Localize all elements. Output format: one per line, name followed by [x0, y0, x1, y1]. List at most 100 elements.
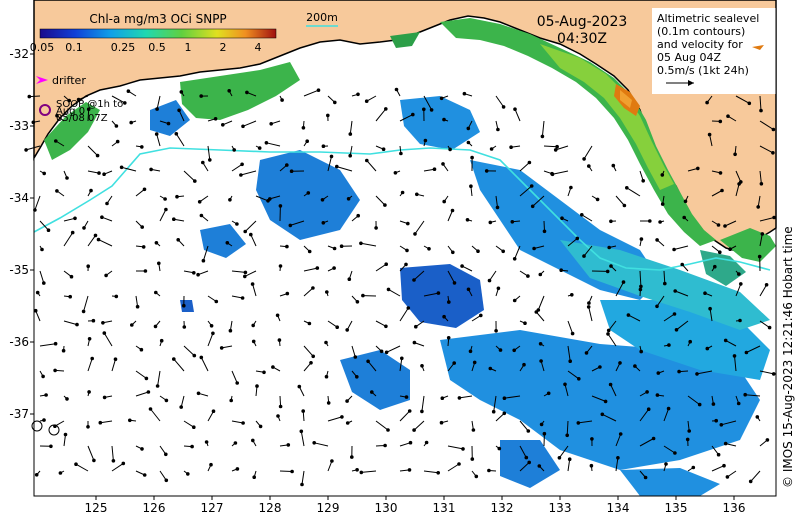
velocity-arrowhead: [466, 140, 471, 145]
velocity-arrowhead: [550, 172, 555, 177]
credit-text: © IMOS 15-Aug-2023 12:21:46 Hobart time: [781, 226, 795, 488]
velocity-arrow: [734, 355, 737, 372]
velocity-arrow: [207, 145, 211, 160]
velocity-arrow: [615, 457, 619, 472]
velocity-arrowhead: [119, 165, 124, 170]
velocity-arrowhead: [243, 274, 247, 279]
velocity-arrow: [639, 438, 654, 447]
colorbar-tick: 0.25: [111, 41, 136, 54]
velocity-arrow: [98, 239, 113, 247]
velocity-arrowhead: [285, 291, 290, 296]
velocity-arrowhead: [663, 281, 667, 286]
velocity-arrow: [759, 170, 762, 184]
velocity-arrowhead: [211, 409, 216, 414]
velocity-arrowhead: [448, 147, 452, 152]
velocity-arrowhead: [128, 418, 132, 423]
lon-label: 136: [723, 501, 746, 515]
velocity-arrowhead: [101, 321, 105, 325]
velocity-arrowhead: [320, 198, 325, 202]
velocity-arrowhead: [53, 341, 58, 346]
velocity-arrowhead: [575, 236, 580, 241]
velocity-arrowhead: [182, 325, 187, 329]
velocity-arrow: [663, 270, 666, 284]
velocity-arrowhead: [737, 182, 741, 186]
velocity-arrowhead: [214, 299, 219, 304]
velocity-arrowhead: [691, 465, 696, 470]
velocity-arrowhead: [258, 424, 263, 429]
velocity-arrowhead: [326, 113, 330, 118]
lat-label: -33: [9, 119, 29, 133]
velocity-arrowhead: [27, 94, 32, 99]
velocity-arrowhead: [142, 187, 147, 192]
velocity-arrow: [414, 220, 425, 235]
velocity-arrow: [240, 170, 257, 176]
velocity-arrowhead: [440, 396, 445, 401]
velocity-arrow: [360, 242, 377, 247]
lon-label: 126: [143, 501, 166, 515]
velocity-arrowhead: [209, 462, 213, 467]
velocity-arrowhead: [199, 355, 204, 360]
velocity-arrow: [567, 459, 571, 472]
velocity-arrow: [83, 295, 89, 312]
velocity-arrowhead: [760, 232, 765, 236]
velocity-arrowhead: [309, 361, 313, 365]
velocity-arrowhead: [509, 145, 513, 149]
velocity-arrow: [63, 217, 76, 222]
velocity-arrowhead: [324, 374, 329, 379]
velocity-arrow: [367, 360, 377, 372]
velocity-arrowhead: [386, 287, 391, 292]
velocity-arrowhead: [462, 91, 467, 96]
velocity-arrowhead: [179, 405, 183, 409]
velocity-arrowhead: [672, 312, 677, 316]
velocity-arrowhead: [384, 107, 388, 111]
velocity-arrowhead: [452, 281, 457, 285]
velocity-arrowhead: [243, 270, 248, 275]
velocity-arrowhead: [718, 171, 723, 175]
velocity-arrowhead: [491, 409, 496, 414]
velocity-arrowhead: [744, 350, 749, 355]
velocity-arrowhead: [65, 176, 69, 180]
velocity-arrow: [303, 89, 319, 97]
velocity-arrowhead: [76, 97, 81, 102]
velocity-arrowhead: [154, 290, 158, 295]
velocity-arrowhead: [228, 198, 232, 202]
velocity-arrowhead: [411, 112, 415, 117]
velocity-arrowhead: [149, 167, 153, 172]
velocity-arrowhead: [355, 300, 360, 304]
velocity-arrowhead: [487, 278, 492, 283]
velocity-arrow: [588, 306, 593, 322]
velocity-arrowhead: [54, 139, 58, 143]
velocity-arrowhead: [58, 471, 63, 475]
velocity-arrowhead: [538, 272, 543, 277]
velocity-arrowhead: [157, 261, 161, 266]
velocity-arrow: [351, 345, 356, 358]
legend-text: Altimetric sealevel (0.1m contours) and …: [657, 12, 759, 77]
velocity-arrowhead: [177, 108, 181, 113]
velocity-arrow: [34, 195, 41, 211]
lon-label: 134: [607, 501, 630, 515]
velocity-arrowhead: [423, 138, 428, 143]
velocity-arrowhead: [606, 332, 610, 336]
velocity-arrow: [543, 145, 558, 148]
velocity-arrow: [566, 420, 569, 436]
velocity-arrow: [178, 110, 185, 122]
velocity-arrowhead: [625, 186, 629, 190]
velocity-arrowhead: [196, 272, 200, 277]
velocity-arrow: [87, 170, 100, 174]
velocity-arrowhead: [502, 396, 507, 401]
velocity-arrow: [583, 245, 593, 257]
velocity-arrow: [519, 162, 530, 172]
velocity-arrowhead: [74, 462, 78, 467]
velocity-arrowhead: [114, 124, 119, 128]
legend-line: 05 Aug 04Z: [657, 51, 721, 64]
velocity-arrowhead: [570, 293, 574, 297]
velocity-arrowhead: [175, 194, 179, 199]
velocity-arrowhead: [722, 463, 726, 468]
velocity-arrowhead: [46, 228, 51, 232]
velocity-arrowhead: [384, 350, 389, 355]
velocity-arrow: [39, 270, 45, 284]
velocity-arrowhead: [413, 232, 417, 236]
velocity-arrowhead: [345, 399, 349, 403]
velocity-arrow: [336, 166, 353, 172]
station-marker: [31, 420, 43, 432]
